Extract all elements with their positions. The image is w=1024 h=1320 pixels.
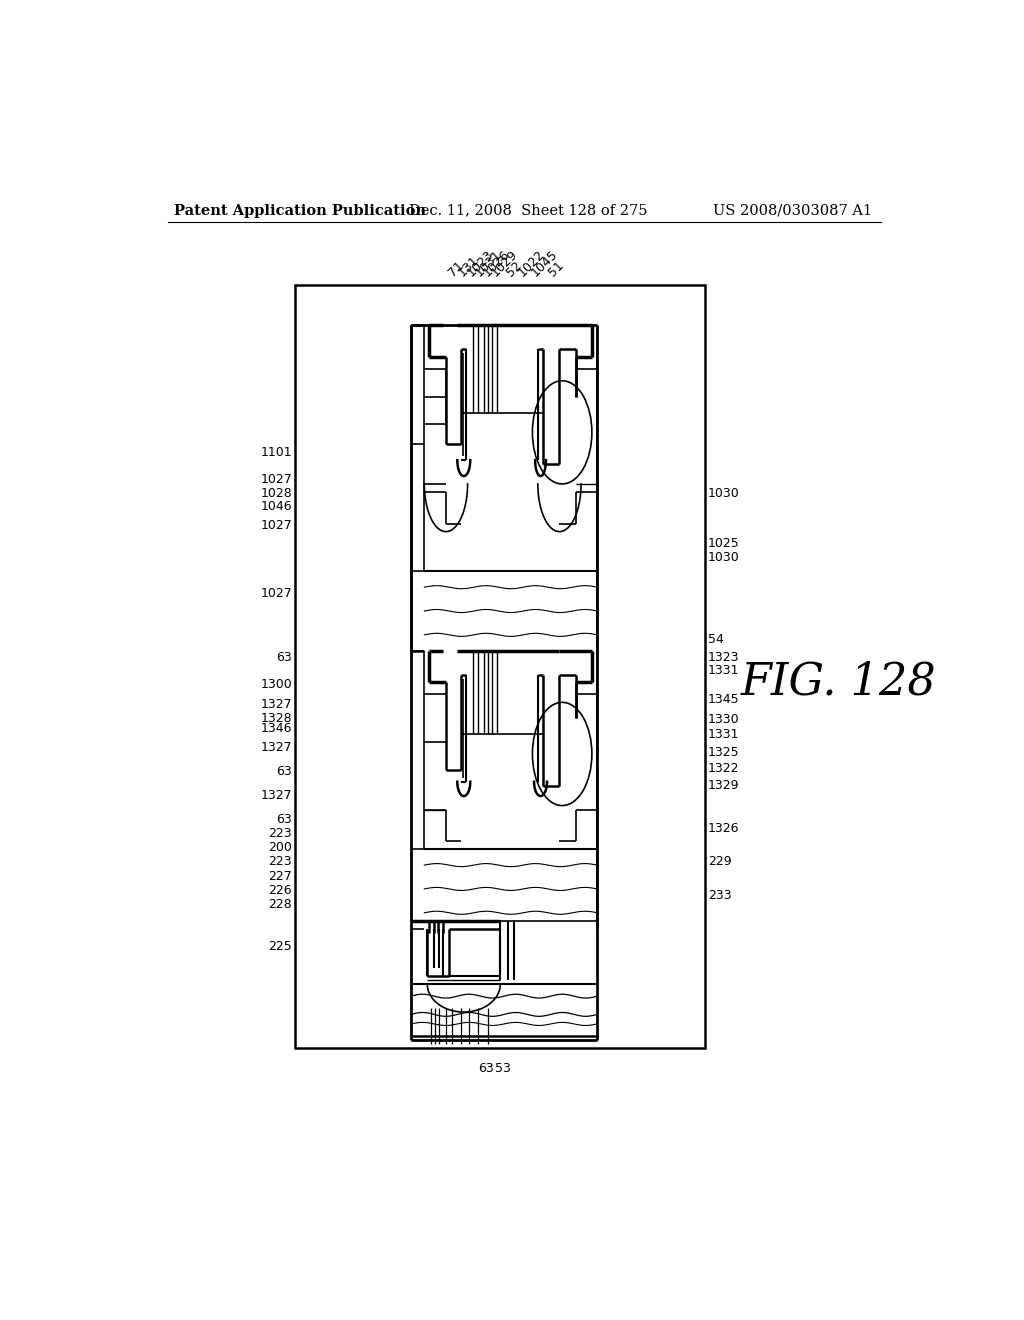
Text: 223: 223 [268, 855, 292, 869]
Text: 1031: 1031 [473, 248, 505, 279]
Text: 1323: 1323 [708, 651, 739, 664]
Text: 63: 63 [276, 651, 292, 664]
Text: 228: 228 [268, 899, 292, 911]
Text: 233: 233 [708, 888, 732, 902]
Text: 200: 200 [268, 841, 292, 854]
Text: 131: 131 [455, 253, 481, 279]
Text: 1327: 1327 [260, 741, 292, 754]
Text: 63: 63 [478, 1063, 495, 1074]
Text: 1330: 1330 [708, 713, 739, 726]
Text: Dec. 11, 2008  Sheet 128 of 275: Dec. 11, 2008 Sheet 128 of 275 [409, 203, 647, 218]
Text: 1030: 1030 [708, 487, 739, 500]
Text: 1023: 1023 [465, 248, 497, 279]
Bar [295, 285, 706, 1048]
Text: 1345: 1345 [708, 693, 739, 706]
Text: 51: 51 [546, 259, 566, 279]
Text: 223: 223 [268, 826, 292, 840]
Text: FIG. 128: FIG. 128 [740, 660, 936, 704]
Text: 53: 53 [495, 1063, 511, 1074]
Text: 63: 63 [276, 813, 292, 825]
Text: 227: 227 [268, 870, 292, 883]
Text: 1331: 1331 [708, 729, 739, 742]
Text: 63: 63 [276, 764, 292, 777]
Text: 1322: 1322 [708, 762, 739, 775]
Text: 1331: 1331 [708, 664, 739, 677]
Text: 1300: 1300 [260, 677, 292, 690]
Text: 1326: 1326 [708, 822, 739, 836]
Text: 1327: 1327 [260, 698, 292, 711]
Text: 1327: 1327 [260, 789, 292, 801]
Text: 1325: 1325 [708, 746, 739, 759]
Text: 1045: 1045 [528, 247, 560, 279]
Text: 1328: 1328 [260, 711, 292, 725]
Text: 225: 225 [268, 940, 292, 953]
Text: 229: 229 [708, 855, 732, 869]
Text: 52: 52 [505, 259, 524, 279]
Text: 1026: 1026 [481, 248, 513, 279]
Text: 1346: 1346 [260, 722, 292, 735]
Text: Patent Application Publication: Patent Application Publication [174, 203, 427, 218]
Text: 71: 71 [446, 259, 466, 279]
Text: 1022: 1022 [515, 248, 547, 279]
Text: 1028: 1028 [260, 487, 292, 500]
Text: 1046: 1046 [260, 500, 292, 512]
Text: 1027: 1027 [260, 474, 292, 487]
Text: 54: 54 [708, 634, 724, 645]
Text: 1101: 1101 [260, 446, 292, 459]
Text: 1027: 1027 [260, 519, 292, 532]
Text: 1029: 1029 [488, 248, 519, 279]
Text: 1030: 1030 [708, 550, 739, 564]
Text: 226: 226 [268, 884, 292, 898]
Text: 1025: 1025 [708, 537, 739, 550]
Text: 1027: 1027 [260, 587, 292, 601]
Text: 1329: 1329 [708, 779, 739, 792]
Text: US 2008/0303087 A1: US 2008/0303087 A1 [713, 203, 872, 218]
